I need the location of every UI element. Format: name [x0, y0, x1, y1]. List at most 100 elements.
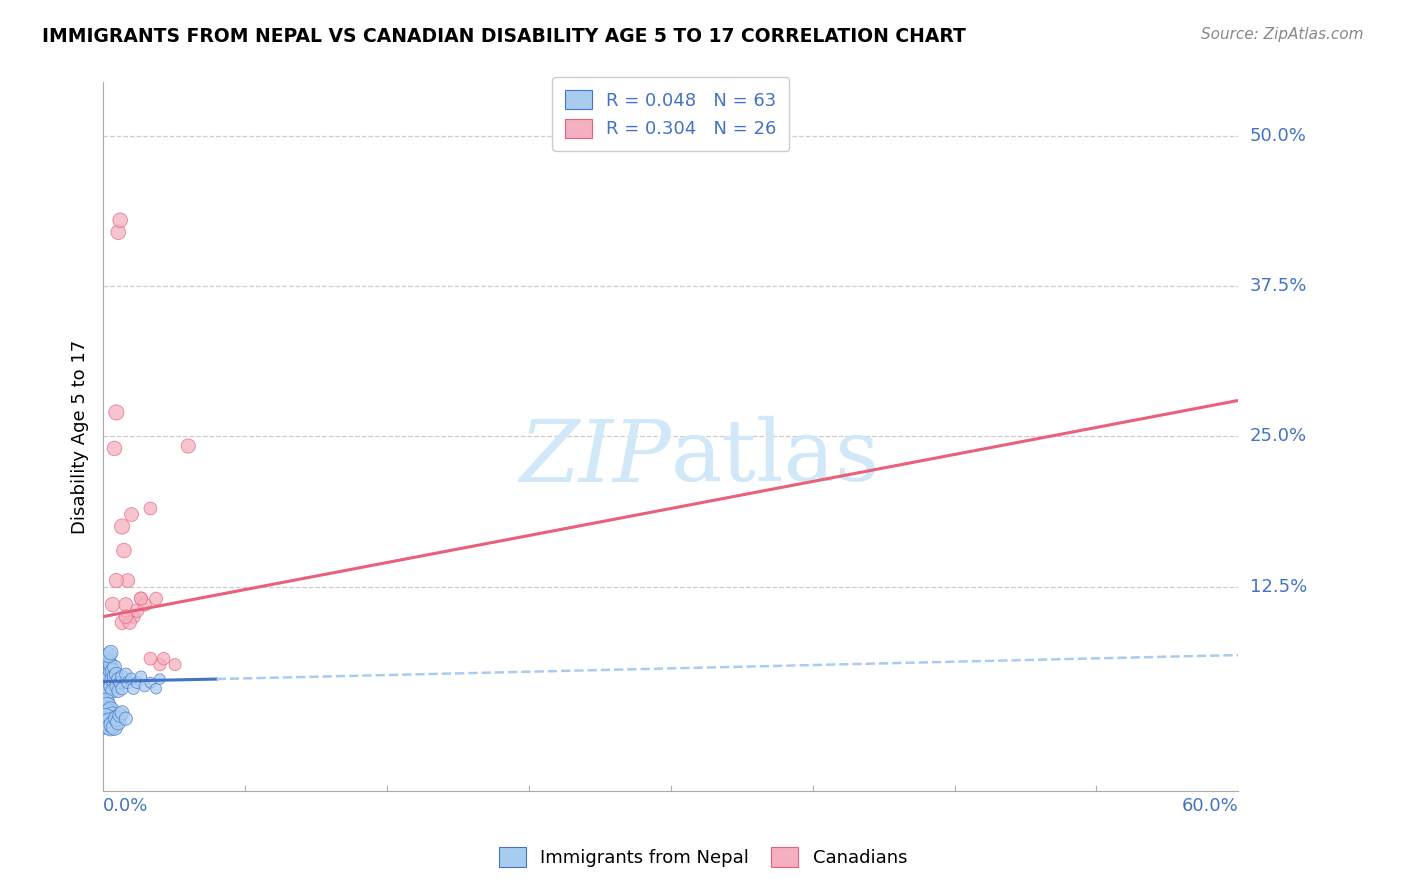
Point	[139, 501, 162, 516]
Point	[111, 706, 134, 720]
Point	[101, 664, 124, 678]
Text: IMMIGRANTS FROM NEPAL VS CANADIAN DISABILITY AGE 5 TO 17 CORRELATION CHART: IMMIGRANTS FROM NEPAL VS CANADIAN DISABI…	[42, 27, 966, 45]
Point	[96, 675, 118, 690]
Point	[105, 405, 128, 419]
Point	[94, 670, 117, 684]
Point	[97, 648, 120, 662]
Point	[101, 672, 124, 686]
Point	[97, 706, 120, 720]
Point	[100, 657, 122, 672]
Text: 50.0%: 50.0%	[1250, 128, 1306, 145]
Point	[114, 712, 136, 726]
Point	[96, 684, 118, 698]
Point	[152, 651, 174, 665]
Text: ZIP: ZIP	[519, 417, 671, 499]
Point	[114, 667, 136, 681]
Text: 25.0%: 25.0%	[1250, 427, 1306, 445]
Point	[129, 591, 152, 606]
Point	[97, 715, 120, 730]
Point	[100, 703, 122, 717]
Point	[105, 667, 128, 681]
Point	[96, 717, 118, 731]
Point	[117, 675, 139, 690]
Point	[97, 672, 120, 686]
Point	[108, 213, 131, 227]
Point	[103, 712, 125, 726]
Point	[139, 675, 162, 690]
Point	[107, 684, 129, 698]
Point	[103, 442, 125, 456]
Text: 37.5%: 37.5%	[1250, 277, 1308, 295]
Point	[129, 591, 152, 606]
Y-axis label: Disability Age 5 to 17: Disability Age 5 to 17	[72, 339, 89, 533]
Point	[97, 681, 120, 696]
Point	[103, 720, 125, 734]
Point	[108, 675, 131, 690]
Point	[163, 657, 186, 672]
Text: Source: ZipAtlas.com: Source: ZipAtlas.com	[1201, 27, 1364, 42]
Point	[94, 664, 117, 678]
Point	[97, 667, 120, 681]
Point	[149, 672, 172, 686]
Point	[94, 675, 117, 690]
Point	[96, 699, 118, 714]
Point	[111, 670, 134, 684]
Point	[111, 681, 134, 696]
Point	[149, 657, 172, 672]
Point	[122, 609, 145, 624]
Point	[94, 712, 117, 726]
Point	[103, 660, 125, 674]
Point	[108, 708, 131, 723]
Point	[107, 715, 129, 730]
Point	[145, 591, 167, 606]
Point	[121, 508, 143, 522]
Point	[94, 696, 117, 710]
Point	[145, 681, 167, 696]
Point	[100, 646, 122, 660]
Point	[96, 651, 118, 665]
Point	[94, 703, 117, 717]
Point	[107, 672, 129, 686]
Point	[134, 679, 156, 693]
Point	[101, 717, 124, 731]
Point	[100, 679, 122, 693]
Point	[121, 672, 143, 686]
Point	[96, 708, 118, 723]
Point	[112, 543, 135, 558]
Point	[96, 664, 118, 678]
Text: 0.0%: 0.0%	[103, 797, 149, 814]
Point	[127, 675, 149, 690]
Point	[118, 615, 141, 630]
Point	[177, 439, 200, 453]
Point	[94, 688, 117, 702]
Text: 60.0%: 60.0%	[1181, 797, 1239, 814]
Point	[94, 651, 117, 665]
Point	[105, 679, 128, 693]
Point	[100, 720, 122, 734]
Point	[122, 681, 145, 696]
Point	[117, 574, 139, 588]
Point	[100, 664, 122, 678]
Point	[105, 574, 128, 588]
Point	[114, 609, 136, 624]
Point	[114, 598, 136, 612]
Point	[139, 651, 162, 665]
Point	[111, 615, 134, 630]
Point	[129, 670, 152, 684]
Legend: Immigrants from Nepal, Canadians: Immigrants from Nepal, Canadians	[492, 839, 914, 874]
Point	[101, 708, 124, 723]
Point	[101, 684, 124, 698]
Text: atlas: atlas	[671, 416, 880, 500]
Point	[97, 660, 120, 674]
Point	[107, 225, 129, 239]
Point	[100, 670, 122, 684]
Point	[97, 655, 120, 669]
Point	[134, 598, 156, 612]
Text: 12.5%: 12.5%	[1250, 577, 1308, 596]
Point	[101, 598, 124, 612]
Point	[105, 712, 128, 726]
Point	[111, 519, 134, 533]
Point	[96, 670, 118, 684]
Point	[103, 670, 125, 684]
Point	[94, 657, 117, 672]
